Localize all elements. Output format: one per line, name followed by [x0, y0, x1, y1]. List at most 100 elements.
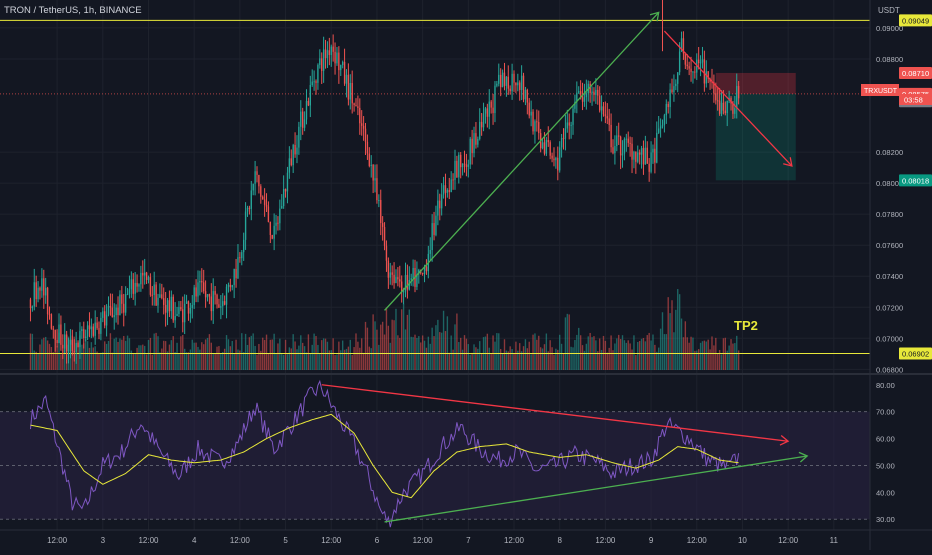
candle-body[interactable] [454, 160, 456, 180]
candle-body[interactable] [37, 287, 39, 300]
rsi-trendline-red[interactable] [321, 384, 789, 442]
candle-body[interactable] [239, 257, 241, 259]
candle-body[interactable] [347, 74, 350, 100]
candle-body[interactable] [338, 52, 340, 71]
candle-body[interactable] [678, 51, 681, 73]
candle-body[interactable] [633, 151, 635, 160]
candle-body[interactable] [149, 277, 152, 295]
candle-body[interactable] [465, 164, 468, 167]
candle-body[interactable] [383, 226, 386, 246]
candle-body[interactable] [341, 61, 344, 66]
candle-body[interactable] [625, 138, 628, 140]
candle-body[interactable] [117, 307, 119, 316]
candle-body[interactable] [100, 317, 102, 334]
candle-body[interactable] [397, 277, 399, 280]
trendlines[interactable] [321, 11, 809, 523]
candle-body[interactable] [536, 121, 538, 123]
candle-body[interactable] [574, 101, 576, 109]
candle-body[interactable] [663, 115, 666, 126]
candle-body[interactable] [528, 102, 530, 116]
candle-body[interactable] [507, 76, 509, 89]
candle-body[interactable] [503, 72, 506, 86]
candle-body[interactable] [686, 64, 688, 67]
candle-body[interactable] [336, 52, 338, 64]
candle-body[interactable] [557, 157, 559, 171]
candle-body[interactable] [201, 281, 203, 283]
candle-body[interactable] [265, 204, 268, 207]
candle-body[interactable] [288, 158, 291, 173]
candle-body[interactable] [606, 116, 608, 119]
candle-body[interactable] [326, 50, 329, 59]
candle-body[interactable] [675, 83, 677, 87]
candle-body[interactable] [530, 111, 532, 116]
candle-body[interactable] [618, 135, 620, 137]
candle-body[interactable] [123, 303, 125, 313]
candle-body[interactable] [237, 257, 239, 279]
candle-body[interactable] [242, 239, 245, 253]
candle-body[interactable] [172, 296, 174, 321]
candle-body[interactable] [203, 282, 205, 292]
candle-body[interactable] [404, 274, 407, 292]
candle-body[interactable] [113, 315, 115, 318]
candle-body[interactable] [84, 336, 87, 339]
candle-body[interactable] [682, 38, 685, 54]
candle-body[interactable] [43, 278, 45, 296]
candle-body[interactable] [300, 111, 302, 127]
candle-body[interactable] [315, 81, 317, 83]
candle-body[interactable] [159, 294, 161, 298]
candle-body[interactable] [296, 147, 298, 155]
candle-body[interactable] [482, 113, 485, 128]
candle-body[interactable] [640, 148, 643, 155]
candle-body[interactable] [138, 284, 140, 287]
candle-body[interactable] [124, 294, 127, 313]
candle-body[interactable] [389, 272, 391, 278]
candle-body[interactable] [480, 121, 483, 128]
candle-body[interactable] [46, 287, 49, 315]
candle-body[interactable] [484, 108, 487, 114]
candle-body[interactable] [163, 298, 165, 305]
candle-body[interactable] [355, 104, 357, 107]
candle-body[interactable] [560, 138, 563, 148]
candle-body[interactable] [111, 307, 114, 318]
candle-body[interactable] [322, 49, 325, 71]
candle-body[interactable] [83, 329, 85, 339]
candle-body[interactable] [591, 91, 593, 93]
candle-body[interactable] [50, 314, 53, 329]
candle-body[interactable] [107, 305, 110, 315]
candle-body[interactable] [303, 119, 306, 128]
candle-body[interactable] [39, 287, 41, 291]
candle-body[interactable] [142, 272, 144, 276]
candle-body[interactable] [494, 85, 496, 114]
candle-body[interactable] [677, 72, 679, 84]
candle-body[interactable] [372, 164, 374, 181]
candle-body[interactable] [412, 267, 414, 279]
candle-body[interactable] [717, 100, 719, 102]
candle-body[interactable] [41, 278, 43, 291]
candle-body[interactable] [562, 138, 565, 140]
candle-body[interactable] [477, 138, 479, 145]
candle-body[interactable] [408, 279, 410, 290]
candle-body[interactable] [448, 189, 450, 193]
candle-body[interactable] [501, 72, 504, 88]
candle-body[interactable] [302, 111, 304, 128]
candle-body[interactable] [619, 136, 622, 156]
candle-body[interactable] [669, 89, 671, 108]
candle-body[interactable] [393, 274, 395, 284]
candle-body[interactable] [75, 343, 77, 353]
candle-body[interactable] [610, 124, 612, 148]
candle-body[interactable] [170, 296, 173, 312]
candle-body[interactable] [694, 71, 696, 73]
candle-body[interactable] [65, 334, 68, 352]
candle-body[interactable] [58, 324, 60, 344]
candle-body[interactable] [410, 278, 412, 280]
candle-body[interactable] [210, 296, 212, 312]
candle-body[interactable] [105, 314, 108, 326]
candle-body[interactable] [638, 152, 641, 155]
candle-body[interactable] [269, 221, 272, 235]
candle-body[interactable] [157, 297, 159, 306]
candle-body[interactable] [648, 163, 650, 172]
candle-body[interactable] [332, 46, 334, 52]
candle-body[interactable] [423, 266, 426, 274]
candle-body[interactable] [612, 147, 614, 154]
candle-body[interactable] [471, 138, 473, 154]
